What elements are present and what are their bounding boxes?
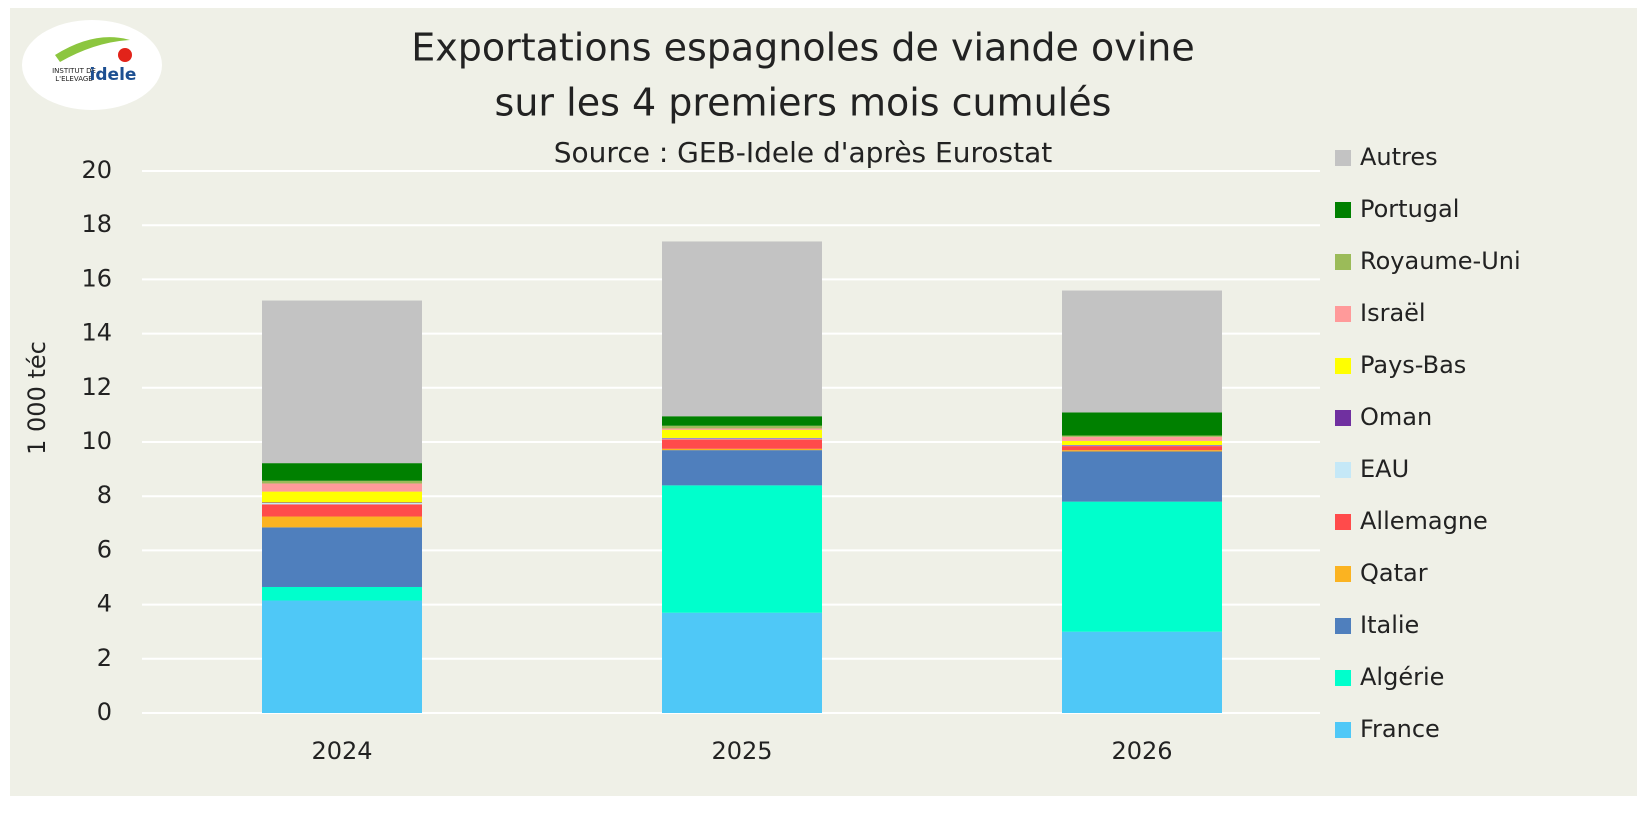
bar-segment: [662, 416, 822, 426]
y-axis-label: 1 000 téc: [23, 341, 51, 455]
y-tick-label: 10: [81, 427, 112, 455]
y-tick-label: 2: [97, 644, 112, 672]
bar-segment: [662, 450, 822, 486]
bar-segment: [1062, 435, 1222, 437]
bar-segment: [262, 516, 422, 528]
legend-swatch: [1335, 462, 1351, 478]
bar-segment: [1062, 440, 1222, 445]
y-tick-label: 16: [81, 264, 112, 292]
bar-segment: [662, 438, 822, 440]
bar-segment: [1062, 450, 1222, 452]
bar-segment: [262, 586, 422, 601]
legend-label: France: [1360, 715, 1440, 743]
logo-swoosh: [55, 37, 130, 62]
legend-swatch: [1335, 150, 1351, 166]
bar-segment: [662, 485, 822, 613]
legend-label: Autres: [1360, 143, 1438, 171]
legend-label: Pays-Bas: [1360, 351, 1466, 379]
y-tick-label: 14: [81, 319, 112, 347]
bar-segment: [662, 428, 822, 430]
bar-segment: [1062, 412, 1222, 436]
bar-segment: [662, 439, 822, 449]
bar-segment: [262, 504, 422, 517]
logo-text: INSTITUT DE: [52, 67, 96, 75]
bar-segment: [1062, 446, 1222, 451]
legend-label: Royaume-Uni: [1360, 247, 1521, 275]
legend-swatch: [1335, 514, 1351, 530]
logo: INSTITUT DE L'ELEVAGE idele: [22, 20, 162, 110]
logo-dot: [118, 48, 132, 62]
y-tick-label: 6: [97, 535, 112, 563]
bar-segment: [262, 502, 422, 503]
legend-swatch: [1335, 618, 1351, 634]
chart-subtitle: Source : GEB-Idele d'après Eurostat: [554, 136, 1052, 169]
bar-segment: [662, 612, 822, 713]
y-tick-label: 8: [97, 481, 112, 509]
y-tick-label: 20: [81, 156, 112, 184]
bar-segment: [1062, 290, 1222, 413]
bar-segment: [262, 491, 422, 503]
y-tick-label: 4: [97, 590, 112, 618]
bar-segment: [262, 300, 422, 464]
legend-label: Qatar: [1360, 559, 1428, 587]
legend-swatch: [1335, 254, 1351, 270]
legend-label: Israël: [1360, 299, 1426, 327]
legend-label: Oman: [1360, 403, 1432, 431]
bar-segment: [1062, 631, 1222, 713]
logo-bg: [22, 20, 162, 110]
bar-segment: [1062, 445, 1222, 447]
legend-swatch: [1335, 722, 1351, 738]
x-tick-label: 2024: [311, 737, 372, 765]
chart-title: sur les 4 premiers mois cumulés: [495, 81, 1112, 125]
legend-swatch: [1335, 670, 1351, 686]
bar-segment: [262, 483, 422, 492]
legend-label: Portugal: [1360, 195, 1459, 223]
y-tick-label: 0: [97, 698, 112, 726]
x-tick-label: 2026: [1111, 737, 1172, 765]
y-tick-label: 18: [81, 210, 112, 238]
legend-swatch: [1335, 410, 1351, 426]
logo-brand: idele: [90, 65, 137, 85]
x-tick-label: 2025: [711, 737, 772, 765]
bar-segment: [662, 241, 822, 417]
bar-segment: [262, 600, 422, 713]
legend-label: Allemagne: [1360, 507, 1488, 535]
bar-segment: [1062, 436, 1222, 441]
y-tick-label: 12: [81, 373, 112, 401]
bar-segment: [1062, 451, 1222, 502]
legend-swatch: [1335, 358, 1351, 374]
bar-segment: [662, 429, 822, 438]
legend-label: Italie: [1360, 611, 1419, 639]
legend-label: EAU: [1360, 455, 1409, 483]
bar-segment: [662, 437, 822, 439]
bar-segment: [1062, 501, 1222, 632]
legend-swatch: [1335, 566, 1351, 582]
legend-swatch: [1335, 202, 1351, 218]
legend-swatch: [1335, 306, 1351, 322]
bar-segment: [262, 527, 422, 587]
bar-segment: [262, 463, 422, 481]
bar-segment: [262, 502, 422, 505]
logo-text: L'ELEVAGE: [55, 75, 92, 83]
bar-segment: [662, 425, 822, 429]
legend-label: Algérie: [1360, 663, 1444, 691]
bar-segment: [1062, 444, 1222, 446]
bar-segment: [262, 480, 422, 484]
chart-title: Exportations espagnoles de viande ovine: [411, 26, 1195, 70]
bar-segment: [662, 448, 822, 451]
